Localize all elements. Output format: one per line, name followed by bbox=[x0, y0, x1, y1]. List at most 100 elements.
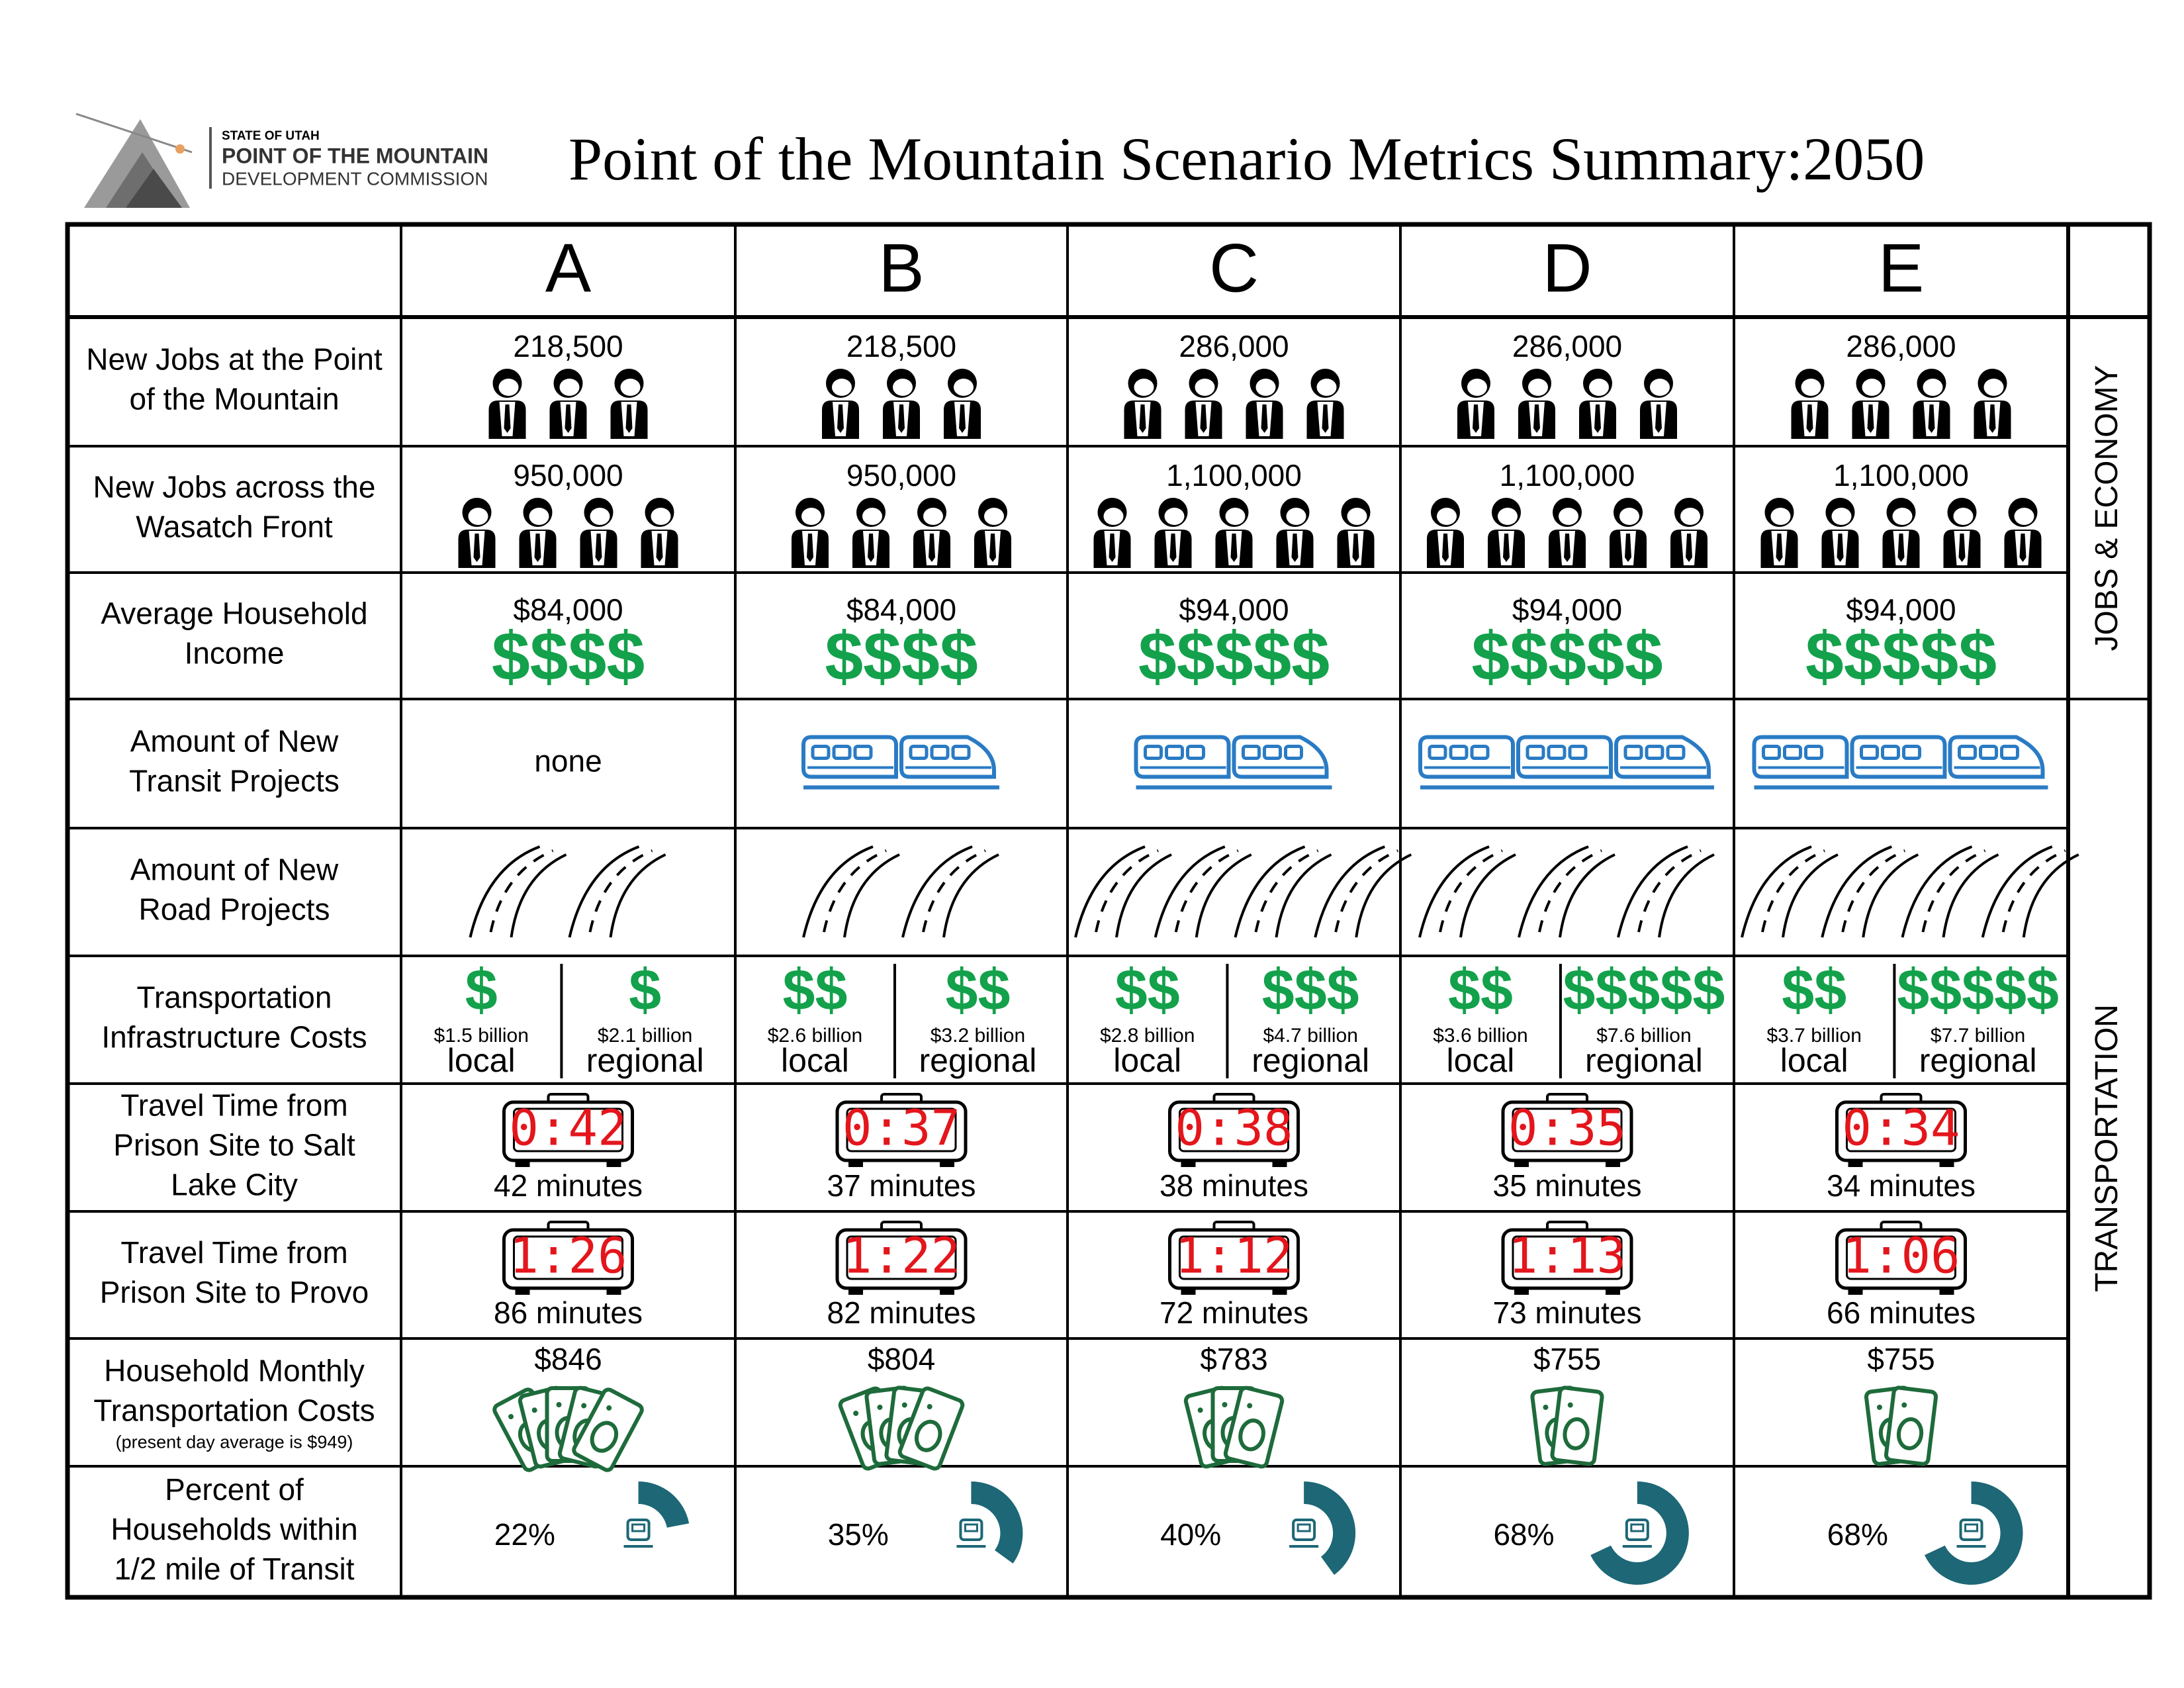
face bbox=[468, 508, 488, 525]
train-car bbox=[1232, 735, 1329, 779]
row-label: New Jobs at the Point bbox=[86, 342, 383, 377]
cell: 950,000 bbox=[458, 458, 678, 568]
row-label: of the Mountain bbox=[129, 382, 339, 416]
clock-digits: 0:42 bbox=[509, 1100, 627, 1157]
train-icon bbox=[1752, 735, 2048, 790]
cell-value: $84,000 bbox=[846, 592, 956, 627]
cost-scope: regional bbox=[1919, 1042, 2037, 1079]
cell: $84,000$$$$ bbox=[825, 592, 978, 695]
person-icon bbox=[1640, 369, 1677, 439]
org-line: STATE OF UTAH bbox=[222, 129, 320, 143]
road-icon bbox=[1154, 845, 1252, 938]
road-icon bbox=[1821, 845, 1919, 938]
cell: $94,000$$$$$ bbox=[1138, 592, 1330, 695]
train-car bbox=[1614, 735, 1711, 779]
road-icon bbox=[1314, 845, 1412, 938]
cell: 68% bbox=[1493, 1481, 1689, 1585]
road-edge bbox=[2022, 853, 2079, 938]
cost-dollars: $$$$$ bbox=[1563, 957, 1725, 1022]
window bbox=[1958, 745, 1977, 760]
person-icon bbox=[1457, 369, 1494, 439]
dollar-signs: $$$$$ bbox=[1138, 618, 1330, 695]
bill-dot bbox=[1543, 1404, 1549, 1410]
cell: 0:42 42 minutes bbox=[494, 1093, 643, 1203]
tie bbox=[595, 534, 602, 562]
cell-value: 218,500 bbox=[513, 329, 623, 363]
window bbox=[930, 745, 950, 760]
bill-dot bbox=[581, 1403, 587, 1409]
cell bbox=[1418, 845, 1715, 938]
bill-dot bbox=[1567, 1402, 1573, 1408]
tie bbox=[1958, 534, 1966, 562]
road-icon bbox=[1617, 845, 1715, 938]
cost-dollars: $$ bbox=[1115, 957, 1180, 1022]
cell: 218,500 bbox=[822, 329, 981, 439]
person-icon bbox=[1185, 369, 1222, 439]
face bbox=[1650, 379, 1670, 396]
face bbox=[1953, 508, 1974, 525]
cell: 0:34 34 minutes bbox=[1827, 1093, 1976, 1203]
road-center bbox=[1174, 849, 1239, 933]
cost-scope: regional bbox=[586, 1042, 704, 1079]
tie bbox=[1352, 534, 1359, 562]
cell: 218,500 bbox=[488, 329, 648, 439]
tie bbox=[1806, 404, 1813, 433]
road-edge bbox=[1518, 845, 1589, 938]
face bbox=[1862, 379, 1882, 396]
window bbox=[853, 745, 873, 760]
road-edge bbox=[510, 853, 567, 938]
cost-amount: $2.6 billion bbox=[768, 1025, 862, 1047]
cell: 1,100,000 bbox=[1760, 458, 2042, 568]
tie bbox=[1200, 404, 1207, 433]
cell-value: 35 minutes bbox=[1492, 1168, 1641, 1203]
cost-amount: $2.1 billion bbox=[598, 1025, 692, 1047]
clock-body bbox=[1501, 1100, 1633, 1162]
clock-icon bbox=[1835, 1093, 1967, 1167]
dollar-signs: $$$$$ bbox=[1471, 618, 1662, 695]
person-icon bbox=[1337, 498, 1375, 568]
cell-value: 950,000 bbox=[513, 458, 623, 492]
bill-icon bbox=[897, 1386, 965, 1471]
road-edge bbox=[1459, 853, 1516, 938]
face bbox=[1164, 508, 1185, 525]
cell: $94,000$$$$$ bbox=[1805, 592, 1997, 695]
bill-body bbox=[1884, 1385, 1938, 1466]
clock-digits: 0:37 bbox=[842, 1100, 960, 1157]
clock-icon bbox=[835, 1221, 968, 1295]
clock-body bbox=[1835, 1228, 1967, 1290]
tie bbox=[1442, 534, 1449, 562]
road-center bbox=[1921, 849, 1986, 933]
tie bbox=[504, 404, 511, 433]
row-label: Transit Projects bbox=[129, 764, 340, 798]
column-header: E bbox=[1878, 230, 1924, 306]
window bbox=[1902, 745, 1921, 760]
road-edge bbox=[1355, 853, 1412, 938]
cell: 22% bbox=[494, 1481, 690, 1552]
row-label: New Jobs across the bbox=[93, 470, 376, 504]
org-line: DEVELOPMENT COMMISSION bbox=[222, 168, 488, 189]
row-label: Infrastructure Costs bbox=[101, 1020, 367, 1055]
train-car bbox=[899, 735, 996, 779]
clock-icon bbox=[1168, 1093, 1300, 1167]
cell: $804 bbox=[838, 1342, 965, 1471]
face bbox=[2014, 508, 2034, 525]
road-edge bbox=[1195, 853, 1252, 938]
cell bbox=[469, 845, 666, 938]
clock-body bbox=[1501, 1228, 1633, 1290]
tie bbox=[1655, 404, 1662, 433]
face bbox=[1892, 508, 1913, 525]
clock-screen bbox=[846, 1235, 957, 1280]
percent-arc bbox=[1304, 1481, 1356, 1575]
road-icon bbox=[568, 845, 666, 938]
cost-scope: regional bbox=[1251, 1042, 1369, 1079]
clock-icon bbox=[502, 1221, 634, 1295]
cell-value: 86 minutes bbox=[494, 1295, 643, 1330]
cell: 1,100,000 bbox=[1093, 458, 1375, 568]
person-icon bbox=[1427, 498, 1464, 568]
clock-icon bbox=[1168, 1221, 1300, 1295]
transit-icon bbox=[959, 1519, 983, 1541]
cell: 286,000 bbox=[1791, 329, 2011, 439]
tie bbox=[1169, 534, 1177, 562]
face bbox=[1559, 508, 1578, 525]
